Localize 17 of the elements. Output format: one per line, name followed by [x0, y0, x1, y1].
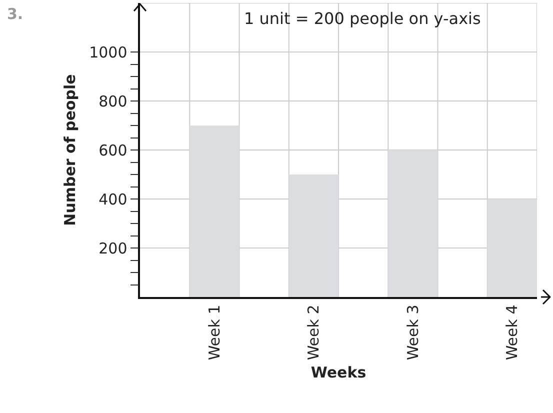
text: 3. [7, 5, 24, 23]
x-tick-label: Week 2 [304, 304, 323, 360]
y-tick-label: 600 [98, 141, 128, 160]
bar [388, 150, 438, 297]
y-tick-label: 1000 [89, 43, 128, 62]
y-tick-label: 800 [98, 92, 128, 110]
annotation: 1 unit = 200 people on y-axis [244, 9, 481, 28]
x-axis-title: Weeks [310, 364, 366, 382]
y-axis-title: Number of people [60, 74, 79, 226]
bar [190, 126, 240, 297]
y-tick-label: 200 [98, 239, 128, 258]
bar [487, 199, 537, 297]
y-tick-label: 400 [98, 190, 128, 208]
x-tick-label: Week 3 [404, 304, 422, 360]
x-tick-label: Week 1 [205, 304, 224, 360]
bar [288, 174, 338, 297]
x-tick-label: Week 4 [503, 304, 522, 360]
